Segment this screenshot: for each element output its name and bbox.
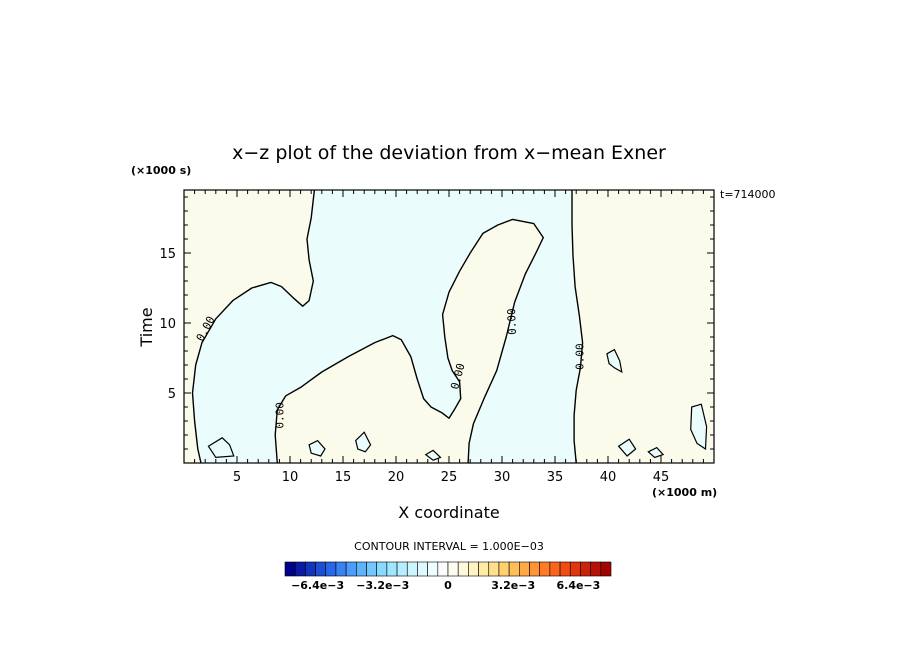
colorbar-swatch bbox=[580, 561, 591, 577]
colorbar-swatch bbox=[457, 561, 469, 577]
time-stamp: t=714000 bbox=[720, 188, 776, 201]
colorbar-swatch bbox=[468, 561, 479, 577]
colorbar-swatch bbox=[294, 561, 306, 577]
contour-blob-1 bbox=[606, 348, 623, 374]
colorbar-swatch bbox=[569, 561, 581, 577]
contour-blob-3 bbox=[207, 437, 235, 459]
colorbar-swatch bbox=[366, 561, 377, 577]
colorbar-swatch bbox=[559, 561, 571, 577]
colorbar-swatch bbox=[417, 561, 428, 577]
colorbar-swatch bbox=[508, 561, 520, 577]
colorbar-swatch bbox=[396, 561, 408, 577]
colorbar-swatch bbox=[406, 561, 418, 577]
colorbar-swatch bbox=[386, 561, 398, 577]
colorbar-swatch bbox=[529, 561, 540, 577]
colorbar-swatch bbox=[498, 561, 510, 577]
colorbar-swatch bbox=[315, 561, 327, 577]
colorbar-label: −6.4e−3 bbox=[291, 579, 344, 592]
y-axis-title: Time bbox=[137, 307, 156, 347]
zero-contour-right bbox=[571, 190, 584, 464]
zero-contour-valley bbox=[274, 218, 544, 464]
contour-blob-6 bbox=[424, 449, 442, 461]
colorbar-swatch bbox=[437, 561, 449, 577]
x-tick-label: 40 bbox=[600, 470, 617, 485]
x-tick-label: 30 bbox=[494, 470, 511, 485]
colorbar-label: 3.2e−3 bbox=[491, 579, 535, 592]
colorbar-swatch bbox=[376, 561, 388, 577]
contour-lines bbox=[191, 189, 584, 464]
x-tick-label: 25 bbox=[441, 470, 458, 485]
contour-blob-8 bbox=[647, 446, 665, 459]
contour-label-4: 0.00 bbox=[505, 308, 519, 335]
positive-tongue-region bbox=[275, 219, 544, 463]
x-tick-label: 45 bbox=[653, 470, 670, 485]
x-tick-label: 5 bbox=[233, 470, 241, 485]
zero-contour-main bbox=[191, 189, 316, 464]
y-tick-label: 5 bbox=[168, 387, 176, 402]
colorbar-label: 0 bbox=[444, 579, 452, 592]
colorbar-swatch bbox=[305, 561, 316, 577]
colorbar-swatch bbox=[335, 561, 347, 577]
contour-blob-2 bbox=[690, 403, 708, 451]
contour-label-5: 0.00 bbox=[573, 343, 586, 370]
colorbar-label: −3.2e−3 bbox=[356, 579, 409, 592]
small-contour-blobs bbox=[207, 348, 708, 461]
colorbar-swatch bbox=[600, 561, 612, 577]
contour-blob-4 bbox=[308, 439, 326, 457]
colorbar-swatch bbox=[356, 561, 367, 577]
contour-interval-text: CONTOUR INTERVAL = 1.000E−03 bbox=[354, 540, 544, 553]
contour-blob-7 bbox=[617, 438, 637, 457]
x-tick-label: 20 bbox=[388, 470, 405, 485]
colorbar-swatch bbox=[345, 561, 357, 577]
colorbar-label: 6.4e−3 bbox=[556, 579, 600, 592]
colorbar-labels: −6.4e−3 −3.2e−3 0 3.2e−3 6.4e−3 bbox=[291, 579, 600, 592]
y-tick-label: 15 bbox=[159, 247, 176, 262]
colorbar-swatch bbox=[427, 561, 439, 577]
y-tick-label: 10 bbox=[159, 317, 176, 332]
colorbar-swatch bbox=[590, 561, 602, 577]
contour-label-2: 0.00 bbox=[273, 402, 286, 429]
colorbar-swatch bbox=[284, 561, 296, 577]
axis-ticks: 5 10 15 20 25 30 35 40 45 5 10 15 bbox=[159, 190, 714, 485]
colorbar-swatch bbox=[447, 561, 459, 577]
colorbar-swatch bbox=[539, 561, 551, 577]
y-unit-label: (×1000 s) bbox=[131, 164, 191, 177]
colorbar-swatch bbox=[488, 561, 500, 577]
x-tick-label: 35 bbox=[547, 470, 564, 485]
x-tick-label: 15 bbox=[335, 470, 352, 485]
contour-blob-5 bbox=[355, 431, 372, 453]
x-axis-title: X coordinate bbox=[398, 503, 499, 522]
x-tick-label: 10 bbox=[282, 470, 299, 485]
colorbar-swatch bbox=[519, 561, 530, 577]
x-unit-label: (×1000 m) bbox=[652, 486, 717, 499]
plot-area: 0.000.000.000.000.00 5 10 15 20 25 30 35 40 4551… bbox=[159, 189, 715, 485]
colorbar bbox=[284, 561, 612, 577]
colorbar-swatch bbox=[478, 561, 490, 577]
colorbar-swatch bbox=[325, 561, 337, 577]
colorbar-swatch bbox=[549, 561, 561, 577]
chart-title: x−z plot of the deviation from x−mean Ex… bbox=[232, 142, 666, 164]
